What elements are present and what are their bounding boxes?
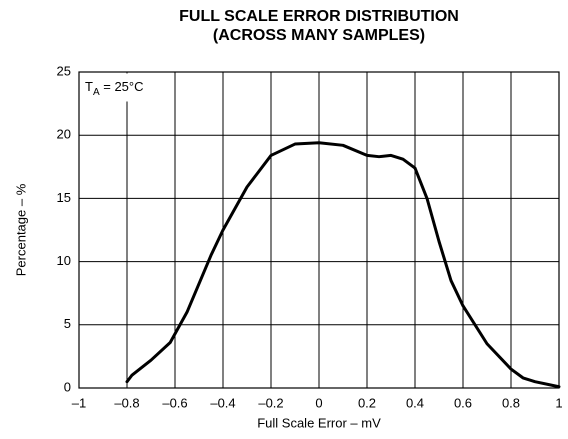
plot-frame bbox=[78, 71, 560, 389]
x-tick-label: 0.4 bbox=[406, 395, 424, 410]
x-tick-label: 0.2 bbox=[358, 395, 376, 410]
annotation: TA = 25°C bbox=[85, 79, 144, 97]
x-tick-label: 0.6 bbox=[454, 395, 472, 410]
annotation-rest: = 25°C bbox=[100, 79, 144, 94]
x-tick-label: 1 bbox=[555, 395, 562, 410]
y-axis-title: Percentage – % bbox=[13, 183, 28, 276]
x-tick-label: –0.2 bbox=[258, 395, 283, 410]
annotation-main: T bbox=[85, 79, 93, 94]
x-tick-label: 0 bbox=[315, 395, 322, 410]
x-axis-title: Full Scale Error – mV bbox=[257, 415, 381, 430]
x-tick-label: –0.4 bbox=[210, 395, 235, 410]
x-tick-label: –1 bbox=[72, 395, 86, 410]
annotation-box bbox=[80, 73, 167, 102]
x-tick-label: –0.6 bbox=[162, 395, 187, 410]
chart-title: FULL SCALE ERROR DISTRIBUTION bbox=[179, 8, 459, 25]
y-tick-label: 20 bbox=[57, 127, 71, 142]
y-tick-label: 10 bbox=[57, 253, 71, 268]
data-line bbox=[125, 141, 561, 389]
y-tick-label: 15 bbox=[57, 190, 71, 205]
annotation-sub: A bbox=[93, 87, 100, 98]
x-tick-label: –0.8 bbox=[114, 395, 139, 410]
chart-title: (ACROSS MANY SAMPLES) bbox=[213, 27, 425, 44]
y-tick-label: 25 bbox=[57, 63, 71, 78]
y-tick-label: 5 bbox=[64, 316, 71, 331]
x-tick-label: 0.8 bbox=[502, 395, 520, 410]
y-tick-label: 0 bbox=[64, 379, 71, 394]
